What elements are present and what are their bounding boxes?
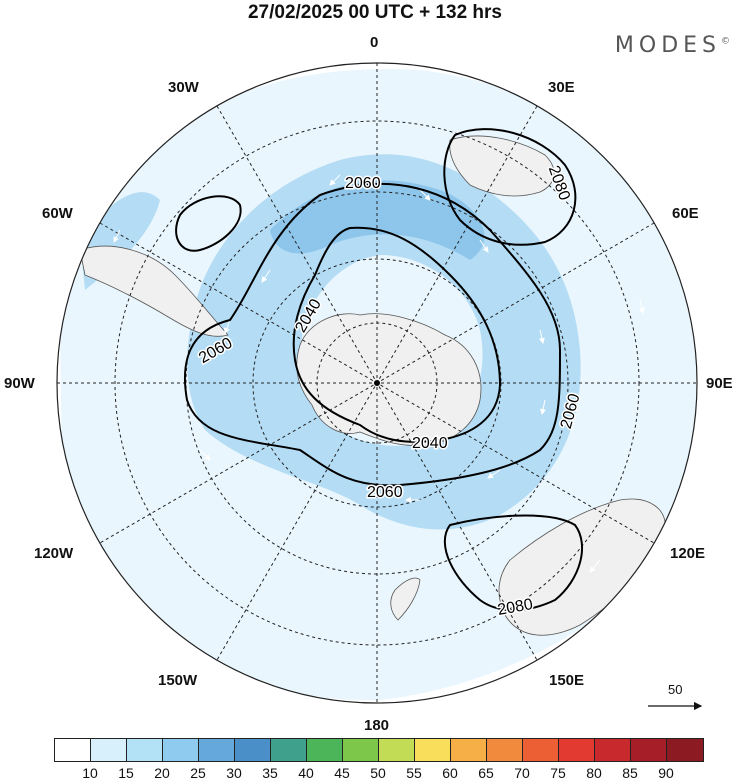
colorbar-cell — [667, 739, 703, 761]
new-zealand — [390, 577, 421, 621]
reference-vector-label: 50 — [668, 682, 683, 697]
lon-label-180: 180 — [364, 717, 390, 734]
contour-2060-main — [183, 183, 562, 487]
map-title: 27/02/2025 00 UTC + 132 hrs — [247, 2, 503, 23]
colorbar-label: 30 — [226, 765, 242, 781]
land-masses — [79, 135, 666, 636]
colorbar-cell — [271, 739, 307, 761]
colorbar-cell — [523, 739, 559, 761]
colorbar — [54, 738, 704, 762]
map-body: 2060 2080 2040 2060 2060 2040 2060 2080 — [57, 63, 697, 703]
colorbar-cell — [415, 739, 451, 761]
lon-label-0: 0 — [370, 34, 379, 51]
colorbar-cell — [343, 739, 379, 761]
contour-label: 2040 — [412, 435, 448, 452]
colorbar-cell — [199, 739, 235, 761]
colorbar-cell — [379, 739, 415, 761]
reference-vector: 50 — [646, 682, 706, 722]
colorbar-label: 40 — [298, 765, 314, 781]
colorbar-cell — [559, 739, 595, 761]
lon-label-30e: 30E — [548, 79, 575, 96]
colorbar-label: 35 — [262, 765, 278, 781]
lon-label-150w: 150W — [158, 672, 198, 689]
contour-2060-west-high — [175, 195, 242, 252]
antarctica — [296, 313, 482, 447]
colorbar-cell — [451, 739, 487, 761]
colorbar-cell — [91, 739, 127, 761]
contour-label: 2060 — [367, 484, 403, 501]
brand-logo: MODES© — [615, 33, 730, 58]
africa — [449, 135, 555, 197]
colorbar-label: 50 — [370, 765, 386, 781]
colorbar-cell — [235, 739, 271, 761]
reference-vector-arrow — [648, 701, 703, 711]
contour-2080-africa — [443, 128, 577, 246]
south-pole-marker — [374, 380, 380, 386]
colorbar-label: 45 — [334, 765, 350, 781]
contour-2040-main — [292, 226, 502, 443]
colorbar-cell — [487, 739, 523, 761]
lon-label-30w: 30W — [168, 79, 199, 96]
colorbar-label: 75 — [550, 765, 566, 781]
wind-vectors — [113, 174, 645, 573]
lon-label-120w: 120W — [34, 545, 74, 562]
map-boundary — [56, 62, 698, 704]
colorbar-label: 65 — [478, 765, 494, 781]
contour-label: 2060 — [345, 175, 381, 192]
colorbar-cell — [55, 739, 91, 761]
copyright-mark: © — [721, 36, 730, 47]
south-america — [79, 245, 229, 337]
lon-label-60e: 60E — [672, 205, 699, 222]
colorbar-label: 55 — [406, 765, 422, 781]
colorbar-label: 80 — [586, 765, 602, 781]
colorbar-label: 90 — [658, 765, 674, 781]
colorbar-cell — [595, 739, 631, 761]
lon-label-150e: 150E — [549, 672, 585, 689]
colorbar-label: 10 — [82, 765, 98, 781]
colorbar-label: 25 — [190, 765, 206, 781]
colorbar-label: 60 — [442, 765, 458, 781]
colorbar-cell — [307, 739, 343, 761]
colorbar-label: 70 — [514, 765, 530, 781]
colorbar-label: 85 — [622, 765, 638, 781]
colorbar-label: 20 — [154, 765, 170, 781]
lon-label-60w: 60W — [42, 205, 73, 222]
colorbar-cell — [163, 739, 199, 761]
colorbar-cell — [631, 739, 667, 761]
lon-label-90e: 90E — [706, 375, 733, 392]
brand-name: MODES — [614, 33, 721, 58]
colorbar-cell — [127, 739, 163, 761]
lon-label-120e: 120E — [670, 545, 706, 562]
height-contours — [175, 128, 584, 612]
lon-label-90w: 90W — [4, 375, 35, 392]
colorbar-label: 15 — [118, 765, 134, 781]
contour-2080-australia — [443, 514, 584, 612]
